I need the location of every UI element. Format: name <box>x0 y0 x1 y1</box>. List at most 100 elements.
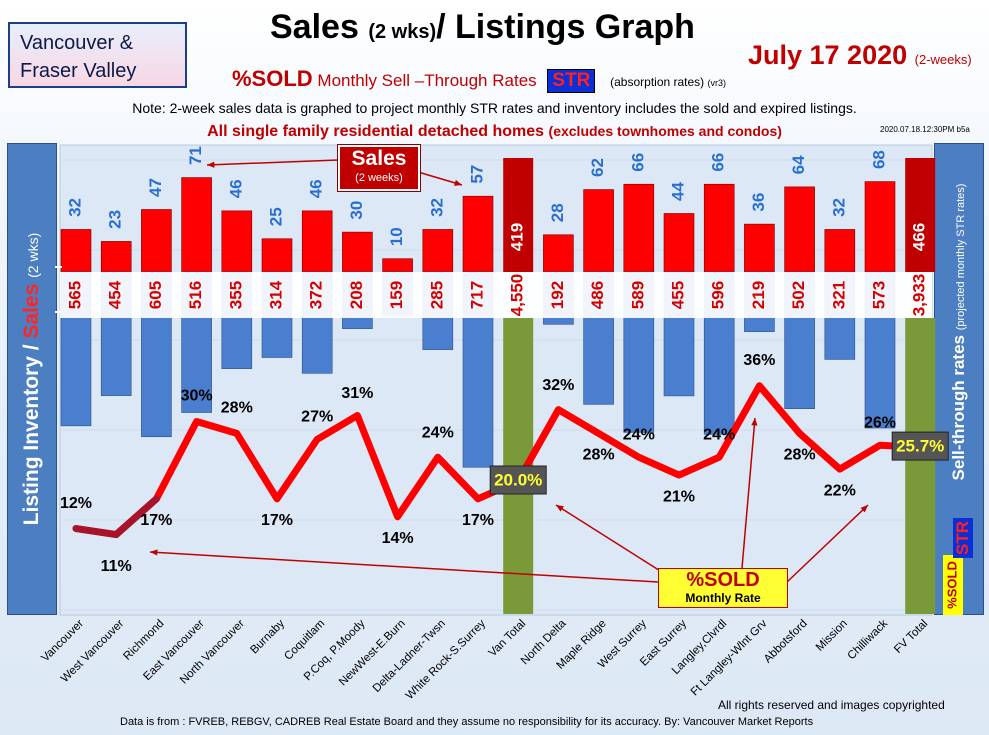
pct-total-box <box>489 465 547 495</box>
total-inventory-bar <box>905 318 936 614</box>
sales-bar <box>583 189 614 273</box>
timestamp: 2020.07.18.12:30PM b5a <box>880 125 970 134</box>
date-main: July 17 2020 <box>748 40 908 70</box>
callout-arrow-head <box>751 418 758 426</box>
sell-through-line-dark-segment <box>72 495 160 539</box>
category-label: Mission <box>814 618 850 654</box>
total-sales-bar <box>905 158 936 272</box>
sold-callout: %SOLD Monthly Rate <box>658 568 788 608</box>
version-text: (vr3) <box>707 78 727 88</box>
absorption-text: (absorption rates) <box>610 75 705 89</box>
subtitle-rest: Monthly Sell –Through Rates <box>317 71 537 90</box>
inventory-value-label: 355 <box>226 281 245 309</box>
sales-bar <box>382 258 413 273</box>
inventory-value-label: 192 <box>548 281 567 309</box>
category-label: FV Total <box>892 618 930 656</box>
inventory-value-label: 372 <box>307 281 326 309</box>
report-date: July 17 2020 (2-weeks) <box>748 40 972 71</box>
chart-note: Note: 2-week sales data is graphed to pr… <box>132 100 857 116</box>
sales-bar <box>181 177 212 273</box>
sales-bar <box>301 210 333 273</box>
sales-value-label: 44 <box>668 181 687 200</box>
sales-value-label: 32 <box>829 198 848 217</box>
category-label: Van Total <box>487 618 529 660</box>
pct-total-label: 20.0% <box>494 470 542 489</box>
inventory-value-label: 486 <box>588 281 607 309</box>
subtitle-absorption: (absorption rates) (vr3) <box>610 75 726 89</box>
inventory-value-label: 159 <box>387 281 406 309</box>
homes-paren: (excludes townhomes and condos) <box>548 123 782 139</box>
callout-arrow-line <box>417 171 463 186</box>
callout-arrow-head <box>207 161 215 168</box>
sales-bar <box>221 210 253 273</box>
sales-bar <box>703 183 735 273</box>
pct-value-label: 17% <box>462 512 494 529</box>
str-badge: STR <box>547 69 596 93</box>
footer-source: Data is from : FVREB, REBGV, CADREB Real… <box>120 716 814 728</box>
sales-bar <box>141 209 172 273</box>
sales-value-label: 28 <box>548 203 567 222</box>
inventory-value-label: 596 <box>709 281 728 309</box>
pct-value-label: 28% <box>784 447 816 464</box>
sales-value-label: 68 <box>869 150 888 169</box>
category-label: Chilliwack <box>845 617 890 662</box>
sales-value-label: 32 <box>427 198 446 217</box>
inventory-value-label: 605 <box>146 281 165 309</box>
sales-bar <box>864 181 896 273</box>
category-label: Burnaby <box>248 617 287 656</box>
subtitle-sold: %SOLD <box>232 66 313 91</box>
sales-value-label: 466 <box>910 223 929 251</box>
inventory-value-label: 573 <box>869 281 888 309</box>
inventory-value-label: 321 <box>829 281 848 309</box>
inventory-value-label: 314 <box>266 280 285 309</box>
sales-value-label: 36 <box>749 193 768 212</box>
inventory-value-label: 4,550 <box>508 274 527 317</box>
inventory-value-label: 589 <box>628 281 647 309</box>
rights-text: All rights reserved and images copyright… <box>718 698 945 712</box>
sales-value-label: 62 <box>588 158 607 177</box>
callout-arrow-line <box>785 504 869 584</box>
title-part-small: (2 wks) <box>368 21 437 43</box>
pct-value-label: 28% <box>583 447 615 464</box>
pct-value-label: 36% <box>743 352 775 369</box>
pct-total-box <box>891 431 949 461</box>
pct-value-label: 24% <box>623 426 655 443</box>
pct-value-label: 27% <box>301 409 333 426</box>
callout-arrow-head <box>150 549 158 556</box>
chart-title: Sales (2 wks)/ Listings Graph <box>270 8 695 47</box>
title-part-b: / Listings Graph <box>436 8 695 46</box>
homes-line: All single family residential detached h… <box>0 123 989 141</box>
pct-value-label: 32% <box>542 377 574 394</box>
sales-bar <box>60 229 92 273</box>
sales-value-label: 23 <box>106 210 125 229</box>
pct-value-label: 30% <box>181 388 213 405</box>
pct-value-label: 11% <box>101 558 132 575</box>
sold-callout-title: %SOLD <box>686 569 760 591</box>
inventory-value-label: 219 <box>749 281 768 309</box>
pct-value-label: 24% <box>703 426 735 443</box>
sales-bar <box>462 195 494 273</box>
sales-value-label: 25 <box>266 207 285 226</box>
sales-callout-sub: (2 weeks) <box>355 172 403 184</box>
inventory-value-label: 565 <box>65 281 84 309</box>
sales-value-label: 66 <box>628 153 647 172</box>
sales-bar <box>824 229 856 273</box>
category-label: Ft Langley-Wlnt Grv <box>689 617 770 698</box>
sales-value-label: 64 <box>789 155 808 174</box>
chart-subtitle: %SOLD Monthly Sell –Through Rates STR (a… <box>232 66 726 93</box>
inventory-value-label: 3,933 <box>910 274 929 317</box>
sales-value-label: 71 <box>186 146 205 165</box>
pct-value-label: 12% <box>60 495 92 512</box>
pct-value-label: 17% <box>140 512 172 529</box>
inventory-value-label: 208 <box>347 281 366 309</box>
inventory-value-label: 454 <box>106 280 125 309</box>
sold-badge-box <box>943 555 963 615</box>
pct-value-label: 21% <box>663 488 695 505</box>
callout-arrow-head <box>556 505 564 512</box>
sales-value-label: 30 <box>347 201 366 220</box>
callout-arrow-head <box>454 179 462 186</box>
title-part-a: Sales <box>270 8 369 46</box>
pct-value-label: 31% <box>341 385 373 402</box>
callout-arrow-line <box>555 504 666 575</box>
